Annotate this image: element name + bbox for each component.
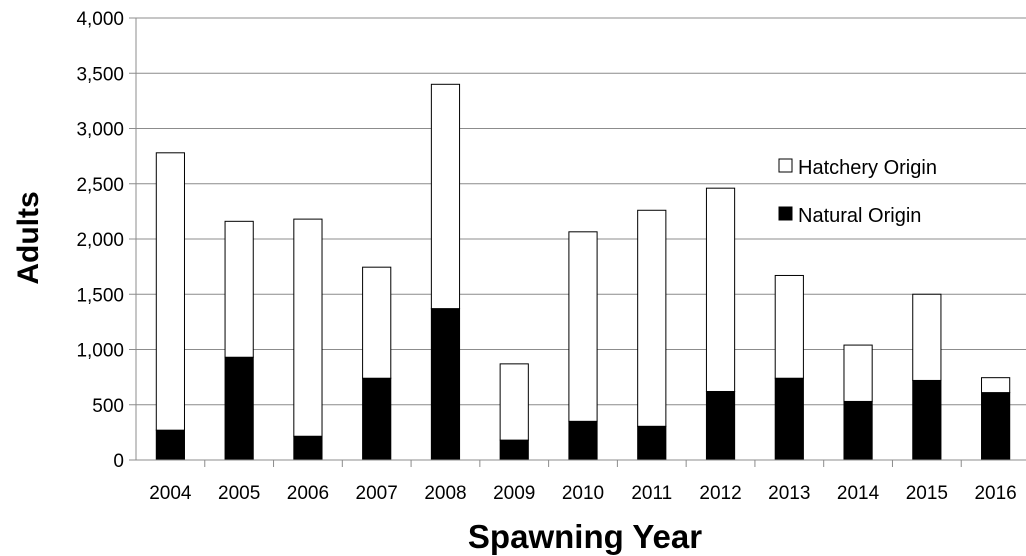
bar-hatchery-origin-2009 xyxy=(499,363,529,441)
bar-natural-origin-2009 xyxy=(499,439,529,461)
y-tick-label-500: 500 xyxy=(92,396,124,417)
x-tick-label-2007: 2007 xyxy=(356,483,398,504)
bar-hatchery-origin-2004 xyxy=(155,152,185,431)
bar-hatchery-origin-2011 xyxy=(637,209,667,427)
bar-natural-origin-2007 xyxy=(362,377,392,461)
x-tick-label-2009: 2009 xyxy=(493,483,535,504)
x-tick-label-2006: 2006 xyxy=(287,483,329,504)
x-tick-label-2011: 2011 xyxy=(631,483,672,504)
bar-natural-origin-2010 xyxy=(568,420,598,461)
bar-hatchery-origin-2016 xyxy=(981,377,1011,394)
bar-natural-origin-2008 xyxy=(430,308,461,461)
legend-label-hatchery-origin: Hatchery Origin xyxy=(798,157,937,179)
bar-natural-origin-2015 xyxy=(912,379,942,461)
x-tick-label-2004: 2004 xyxy=(149,483,192,504)
x-tick-label-2008: 2008 xyxy=(424,483,466,504)
y-tick-label-2000: 2,000 xyxy=(76,230,124,251)
bar-natural-origin-2013 xyxy=(774,377,804,461)
bar-natural-origin-2011 xyxy=(637,425,667,461)
bars xyxy=(155,83,1011,461)
y-tick-labels: 0 500 1,000 1,500 2,000 2,500 3,000 3,500 4,000 xyxy=(76,9,136,472)
bar-natural-origin-2006 xyxy=(293,435,323,461)
x-tick-label-2016: 2016 xyxy=(974,483,1016,504)
bar-hatchery-origin-2013 xyxy=(774,274,804,379)
bar-hatchery-origin-2008 xyxy=(430,83,461,310)
bar-natural-origin-2014 xyxy=(843,400,873,461)
bar-hatchery-origin-2015 xyxy=(912,293,942,381)
x-tick-label-2013: 2013 xyxy=(768,483,810,504)
y-tick-label-1000: 1,000 xyxy=(76,341,124,362)
y-tick-label-3500: 3,500 xyxy=(76,64,124,85)
x-axis-title: Spawning Year xyxy=(468,518,702,555)
x-tick-label-2015: 2015 xyxy=(906,483,948,504)
bar-hatchery-origin-2006 xyxy=(293,218,323,437)
bar-natural-origin-2004 xyxy=(155,429,185,461)
bar-hatchery-origin-2005 xyxy=(224,220,254,358)
x-tick-label-2012: 2012 xyxy=(699,483,741,504)
x-tick-label-2014: 2014 xyxy=(837,483,880,504)
legend-swatch-natural-origin xyxy=(778,206,793,221)
bar-hatchery-origin-2012 xyxy=(705,187,736,392)
bar-natural-origin-2005 xyxy=(224,356,254,461)
legend-label-natural-origin: Natural Origin xyxy=(798,205,921,227)
legend-swatch-hatchery-origin xyxy=(778,158,793,173)
y-axis-title: Adults xyxy=(12,191,45,284)
y-tick-label-2500: 2,500 xyxy=(76,175,124,196)
x-tick-label-2005: 2005 xyxy=(218,483,260,504)
bar-hatchery-origin-2014 xyxy=(843,344,873,402)
y-tick-label-1500: 1,500 xyxy=(76,285,124,306)
bar-hatchery-origin-2010 xyxy=(568,231,598,422)
x-tick-label-2010: 2010 xyxy=(562,483,604,504)
y-tick-label-0: 0 xyxy=(113,451,124,472)
bar-natural-origin-2016 xyxy=(981,392,1011,461)
legend: Hatchery Origin Natural Origin xyxy=(778,157,937,227)
bar-natural-origin-2012 xyxy=(705,390,736,461)
bar-hatchery-origin-2007 xyxy=(362,266,392,379)
y-tick-label-4000: 4,000 xyxy=(76,9,124,30)
y-tick-label-3000: 3,000 xyxy=(76,120,124,141)
x-tick-labels: 2004 2005 2006 2007 2008 2009 2010 2011 2012 2013… xyxy=(149,460,1017,504)
